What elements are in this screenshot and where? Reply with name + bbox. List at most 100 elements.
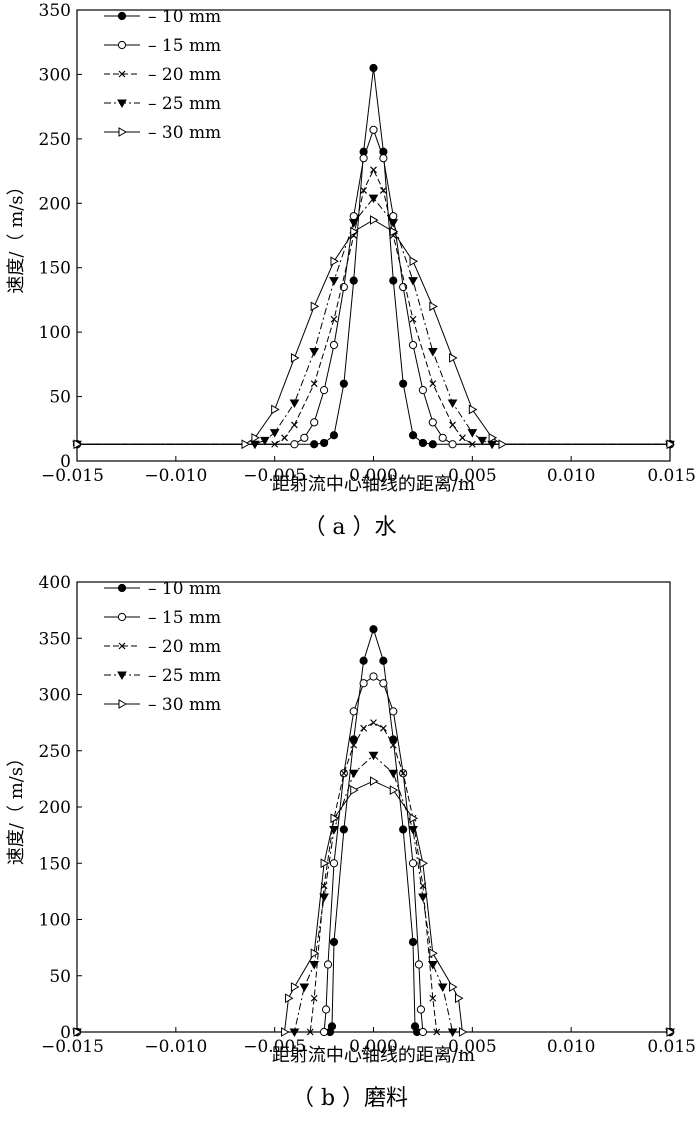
marker-open-circle	[329, 859, 339, 868]
marker-filled-triangle-down	[418, 893, 428, 903]
marker-filled-triangle-down	[388, 769, 399, 779]
marker-open-circle	[117, 612, 127, 622]
legend-label: – 10 mm	[148, 579, 221, 599]
marker-triangle-right	[454, 993, 464, 1004]
marker-filled-triangle-down	[437, 983, 448, 993]
x-axis-label: 距射流中心轴线的距离/m	[272, 474, 475, 495]
marker-triangle-right	[285, 993, 294, 1004]
marker-triangle-right	[488, 432, 498, 443]
marker-filled-triangle-down	[269, 429, 280, 438]
marker-triangle-right	[666, 439, 676, 450]
marker-open-circle	[369, 672, 378, 681]
y-axis-label: 速度/（ m/s）	[6, 749, 27, 865]
y-tick-label: 0	[60, 1023, 71, 1043]
marker-x	[330, 315, 338, 323]
series-1	[72, 672, 675, 1037]
series-4	[73, 776, 676, 1037]
marker-triangle-right	[429, 301, 438, 312]
marker-open-circle	[428, 418, 437, 427]
y-tick-label: 150	[39, 259, 71, 279]
marker-x	[459, 434, 466, 442]
marker-triangle-right	[449, 353, 458, 363]
y-tick-label: 150	[39, 854, 71, 874]
marker-filled-circle	[399, 825, 408, 834]
marker-filled-triangle-down	[388, 219, 399, 228]
legend-label: – 10 mm	[148, 7, 221, 27]
panel-caption: （ b ）磨料	[292, 1086, 408, 1111]
marker-filled-triangle-down	[487, 440, 497, 450]
marker-open-circle	[321, 1005, 331, 1014]
legend-label: – 30 mm	[148, 123, 221, 143]
panel-caption: （ a ）水	[303, 515, 396, 540]
marker-filled-triangle-down	[309, 961, 320, 970]
x-axis-label: 距射流中心轴线的距离/m	[272, 1045, 475, 1066]
x-tick-label: 0.015	[647, 1037, 696, 1057]
x-tick-label: 0.000	[349, 1037, 398, 1057]
marker-open-circle	[359, 154, 368, 163]
x-tick-label: −0.005	[243, 466, 306, 486]
marker-triangle-right	[389, 226, 399, 237]
marker-open-circle	[359, 679, 368, 688]
marker-filled-circle	[379, 656, 388, 665]
marker-filled-circle	[349, 276, 358, 285]
marker-filled-circle	[428, 440, 437, 449]
marker-x	[370, 719, 377, 727]
marker-open-circle	[319, 1027, 329, 1037]
marker-triangle-right	[271, 404, 280, 415]
marker-filled-circle	[389, 276, 398, 285]
marker-x	[281, 434, 288, 442]
marker-x	[118, 642, 126, 650]
marker-filled-triangle-down	[427, 347, 438, 357]
marker-filled-triangle-down	[348, 769, 359, 779]
marker-x	[409, 315, 417, 323]
panel-b: −0.015 −0.010 −0.005 0.000 0.005 0.010 0.015 0 5…	[6, 573, 696, 1111]
legend-label: – 25 mm	[148, 666, 221, 686]
marker-triangle-right	[370, 776, 379, 786]
marker-open-circle	[323, 960, 333, 969]
marker-triangle-right	[118, 127, 128, 137]
marker-triangle-right	[666, 1027, 676, 1037]
marker-triangle-right	[350, 785, 359, 795]
marker-filled-triangle-down	[447, 399, 458, 409]
marker-open-circle	[418, 1027, 428, 1037]
legend-label: – 30 mm	[148, 695, 221, 715]
marker-open-circle	[290, 440, 299, 449]
marker-filled-triangle-down	[348, 219, 359, 228]
marker-filled-circle	[117, 11, 127, 21]
marker-x	[310, 994, 318, 1002]
x-tick-label: 0.000	[349, 466, 398, 486]
marker-open-circle	[416, 1005, 426, 1014]
marker-x	[433, 1028, 441, 1036]
marker-open-circle	[310, 418, 319, 427]
y-tick-label: 200	[39, 194, 71, 214]
marker-x	[379, 724, 387, 732]
y-tick-label: 100	[39, 323, 71, 343]
marker-triangle-right	[409, 256, 419, 267]
marker-triangle-right	[330, 256, 339, 267]
legend-label: – 20 mm	[148, 65, 221, 85]
marker-open-circle	[349, 707, 358, 716]
y-tick-label: 200	[39, 798, 71, 818]
series-line	[77, 754, 670, 1033]
marker-open-circle	[414, 960, 424, 969]
marker-x	[310, 380, 318, 388]
marker-open-circle	[300, 433, 309, 442]
marker-triangle-right	[281, 1027, 290, 1037]
series-line	[77, 627, 670, 1033]
legend-label: – 20 mm	[148, 637, 221, 657]
marker-filled-circle	[339, 825, 348, 834]
y-tick-label: 300	[39, 686, 71, 706]
marker-triangle-right	[449, 982, 458, 992]
y-tick-label: 50	[49, 967, 71, 987]
y-tick-label: 400	[39, 573, 71, 593]
series-1	[72, 125, 675, 449]
y-tick-label: 350	[39, 1, 71, 21]
x-tick-label: 0.010	[547, 1037, 596, 1057]
series-line	[77, 219, 670, 445]
marker-filled-triangle-down	[117, 99, 127, 109]
panel-a: −0.015 −0.010 −0.005 0.000 0.005 0.010 0.015 0 5…	[6, 1, 696, 540]
y-tick-label: 300	[39, 65, 71, 85]
marker-triangle-right	[320, 858, 330, 869]
marker-triangle-right	[419, 858, 428, 869]
marker-filled-circle	[329, 937, 339, 947]
